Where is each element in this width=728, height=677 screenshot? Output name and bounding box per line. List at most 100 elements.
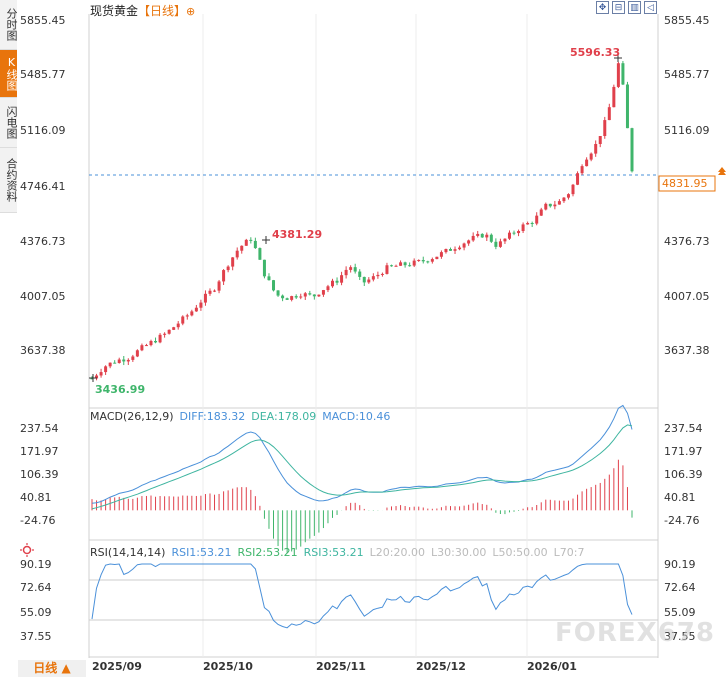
candle-body	[539, 209, 543, 216]
candle-body	[376, 274, 380, 277]
price-tick-left: 4007.05	[20, 290, 66, 303]
candle-body	[135, 350, 139, 357]
candle-body	[217, 281, 221, 291]
expand-icon[interactable]: ✥	[596, 1, 609, 14]
macd-tick-left: 40.81	[20, 491, 52, 504]
candle-body	[181, 316, 185, 324]
tab-contract-info[interactable]: 合约资料	[0, 148, 18, 213]
macd-axis: 237.54 237.54 171.97 171.97 106.39 106.3…	[20, 422, 703, 527]
price-tick-left: 4746.41	[20, 180, 66, 193]
candle-body	[594, 144, 598, 154]
candle-body	[517, 231, 521, 234]
macd-tick-right: -24.76	[664, 514, 699, 527]
candle-body	[99, 372, 103, 376]
candle-body	[607, 107, 611, 121]
back-icon[interactable]: ◁	[644, 1, 657, 14]
candle-body	[208, 290, 212, 294]
date-tick: 2025/10	[203, 660, 253, 673]
candle-body	[494, 241, 498, 247]
candle-body	[471, 235, 475, 241]
price-tick-left: 3637.38	[20, 344, 66, 357]
candle-body	[258, 248, 262, 260]
candle-body	[267, 276, 271, 281]
candle-body	[149, 340, 153, 346]
rsi-l70: L70:7	[553, 546, 585, 559]
tab-kline[interactable]: K线图	[0, 50, 18, 98]
peak-annotation: 4381.29	[272, 228, 322, 241]
candle-body	[231, 257, 235, 267]
candle-body	[303, 293, 307, 297]
rsi-tick-right: 72.64	[664, 581, 696, 594]
add-indicator-icon[interactable]: ⊕	[186, 5, 196, 18]
price-tick-right: 5485.77	[664, 68, 710, 81]
candle-body	[299, 296, 303, 298]
candle-body	[167, 329, 171, 334]
macd-tick-left: -24.76	[20, 514, 55, 527]
candle-body	[544, 203, 548, 210]
period-selector-button[interactable]: 日线 ▲	[18, 660, 86, 677]
candle-body	[503, 238, 507, 242]
candle-body	[194, 307, 198, 312]
candle-body	[489, 234, 493, 242]
candle-body	[526, 223, 530, 225]
candle-body	[253, 240, 257, 249]
settings-icon[interactable]	[20, 543, 34, 557]
candle-body	[353, 267, 357, 272]
zoom-out-icon[interactable]: ⊟	[612, 1, 625, 14]
candle-body	[521, 224, 525, 232]
rsi1-value: RSI1:53.21	[171, 546, 232, 559]
price-tick-right: 5116.09	[664, 124, 710, 137]
price-tick-left: 4376.73	[20, 235, 66, 248]
candle-body	[589, 153, 593, 160]
candle-body	[344, 269, 348, 276]
candle-body	[385, 265, 389, 274]
candle-body	[95, 375, 99, 379]
candle-body	[190, 311, 194, 316]
macd-legend: MACD(26,12,9) DIFF:183.32 DEA:178.09 MACD:1…	[90, 410, 396, 423]
macd-tick-right: 40.81	[664, 491, 696, 504]
rsi-name: RSI(14,14,14)	[90, 546, 166, 559]
chart-title: 现货黄金【日线】⊕	[90, 2, 195, 19]
candle-body	[485, 234, 489, 238]
price-tick-right: 3637.38	[664, 344, 710, 357]
price-tick-left: 5485.77	[20, 68, 66, 81]
macd-diff-line	[91, 404, 633, 504]
candle-body	[308, 293, 312, 295]
rsi-tick-right: 55.09	[664, 606, 696, 619]
candle-body	[412, 260, 416, 266]
candle-body	[380, 273, 384, 275]
candle-body	[585, 159, 589, 167]
candle-body	[371, 276, 375, 280]
candle-body	[535, 215, 539, 224]
candle-body	[399, 262, 403, 266]
tab-timeshare[interactable]: 分时图	[0, 0, 18, 50]
candle-body	[566, 194, 570, 198]
candle-body	[562, 197, 566, 202]
date-tick: 2026/01	[527, 660, 577, 673]
macd-diff-value: DIFF:183.32	[179, 410, 246, 423]
candle-body	[113, 362, 117, 364]
current-price-box	[658, 175, 716, 192]
candle-body	[512, 232, 516, 234]
candle-body	[276, 290, 280, 296]
macd-histogram	[91, 459, 633, 553]
rsi-tick-left: 37.55	[20, 630, 52, 643]
candle-body	[335, 280, 339, 283]
candle-body	[553, 204, 557, 207]
low-annotation: 3436.99	[95, 383, 145, 396]
candle-body	[326, 286, 330, 291]
candle-body	[467, 240, 471, 244]
candle-body	[199, 302, 203, 308]
candle-body	[426, 261, 430, 263]
macd-tick-left: 106.39	[20, 468, 59, 481]
tab-flash[interactable]: 闪电图	[0, 98, 18, 148]
chart-toggle-icon[interactable]: ▥	[628, 1, 641, 14]
candle-body	[108, 362, 112, 367]
candle-body	[176, 323, 180, 328]
instrument-name: 现货黄金	[90, 4, 139, 18]
candle-body	[203, 293, 207, 303]
macd-dea-line	[91, 424, 633, 510]
candle-body	[226, 266, 230, 271]
candle-body	[213, 290, 217, 292]
